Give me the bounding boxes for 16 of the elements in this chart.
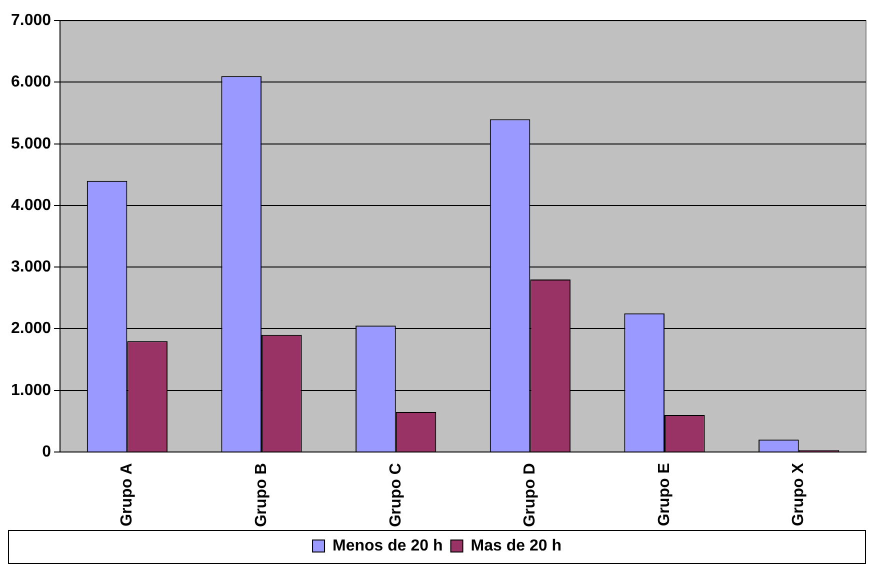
x-tick-label: Grupo A [118,462,136,526]
y-tick-label: 6.000 [10,74,52,91]
x-tick-label: Grupo D [522,463,539,528]
y-tick-label: 2.000 [10,320,52,338]
y-tick-label: 1.000 [10,382,52,399]
legend-label: Mas de 20 h [470,537,562,554]
x-tick-label: Grupo C [387,462,404,528]
y-tick-label: 4.000 [10,196,52,214]
y-tick-label: 7.000 [10,12,52,30]
x-tick-label: Grupo B [252,463,270,528]
y-tick-label: 0 [42,443,52,460]
x-tick-label: Grupo X [790,462,808,526]
legend-label: Menos de 20 h [332,537,443,554]
y-tick-label: 3.000 [10,258,52,276]
y-tick-label: 5.000 [10,135,52,152]
x-tick-label: Grupo E [656,462,673,526]
